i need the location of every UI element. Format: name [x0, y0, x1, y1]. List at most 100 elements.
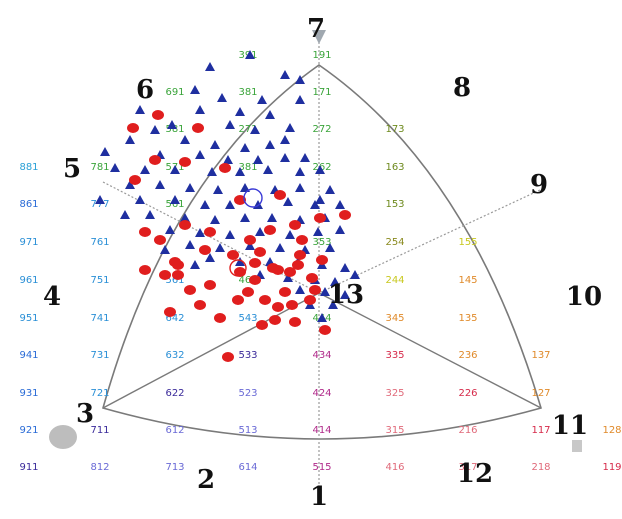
grid-code: 173	[385, 124, 404, 135]
grid-code: 244	[385, 275, 404, 286]
triangle-marker	[245, 50, 255, 59]
region-label: 3	[76, 399, 94, 429]
spoke-left	[102, 292, 320, 409]
triangle-marker	[217, 93, 227, 102]
circle-marker	[184, 285, 196, 295]
circle-marker	[316, 255, 328, 265]
grid-code: 236	[458, 350, 477, 361]
grid-code: 642	[165, 313, 184, 324]
circle-marker	[139, 265, 151, 275]
gray-blob-left	[49, 425, 77, 449]
triangle-marker	[125, 135, 135, 144]
grid-code: 731	[90, 350, 109, 361]
triangle-marker	[310, 200, 320, 209]
triangle-marker	[280, 70, 290, 79]
triangle-marker	[165, 225, 175, 234]
triangle-marker	[200, 200, 210, 209]
highlight-ring-red	[229, 259, 247, 277]
circle-marker	[289, 317, 301, 327]
region-label: 11	[552, 411, 588, 441]
grid-code: 911	[19, 462, 38, 473]
grid-code: 751	[90, 275, 109, 286]
circle-marker	[199, 245, 211, 255]
grid-code: 561	[165, 199, 184, 210]
circle-marker	[172, 270, 184, 280]
triangle-marker	[170, 195, 180, 204]
circle-marker	[249, 275, 261, 285]
triangle-marker	[295, 183, 305, 192]
circle-marker	[309, 285, 321, 295]
circle-marker	[222, 352, 234, 362]
triangle-marker	[245, 241, 255, 250]
circle-marker	[169, 257, 181, 267]
triangle-marker	[240, 143, 250, 152]
grid-code: 325	[385, 388, 404, 399]
triangle-marker	[295, 95, 305, 104]
triangle-marker	[267, 213, 277, 222]
triangle-marker	[317, 313, 327, 322]
triangle-marker	[295, 167, 305, 176]
grid-code: 961	[19, 275, 38, 286]
grid-code: 119	[602, 462, 621, 473]
grid-code: 117	[531, 425, 550, 436]
triangle-marker	[330, 277, 340, 286]
triangle-marker	[95, 195, 105, 204]
triangle-marker	[100, 147, 110, 156]
grid-code: 381	[238, 87, 257, 98]
region-label: 4	[43, 282, 61, 312]
triangle-marker	[350, 270, 360, 279]
grid-code: 861	[19, 199, 38, 210]
triangle-marker	[275, 243, 285, 252]
circle-marker	[204, 280, 216, 290]
grid-code: 424	[312, 388, 331, 399]
grid-code: 951	[19, 313, 38, 324]
triangle-marker	[140, 165, 150, 174]
region-label: 1	[310, 482, 328, 512]
circle-marker	[249, 258, 261, 268]
triangle-marker	[223, 155, 233, 164]
grid-code: 777	[90, 199, 109, 210]
circle-marker	[139, 227, 151, 237]
circle-marker	[272, 302, 284, 312]
grid-code: 135	[458, 313, 477, 324]
grid-code: 414	[312, 425, 331, 436]
triangle-marker	[340, 290, 350, 299]
triangle-marker	[280, 153, 290, 162]
triangle-marker	[170, 165, 180, 174]
circle-marker	[244, 235, 256, 245]
grid-code: 513	[238, 425, 257, 436]
circle-marker	[339, 210, 351, 220]
axis-upper-right	[318, 189, 541, 294]
grid-code: 711	[90, 425, 109, 436]
triangle-marker	[280, 135, 290, 144]
grid-code: 543	[238, 313, 257, 324]
triangle-marker	[125, 180, 135, 189]
grid-code: 416	[385, 462, 404, 473]
triangle-marker	[250, 125, 260, 134]
circle-marker	[194, 300, 206, 310]
grid-code: 128	[602, 425, 621, 436]
triangle-marker	[135, 105, 145, 114]
grid-code: 216	[458, 425, 477, 436]
grid-code: 353	[312, 237, 331, 248]
triangle-marker	[190, 260, 200, 269]
triangle-marker	[335, 225, 345, 234]
triangle-marker	[240, 213, 250, 222]
grid-code: 781	[90, 162, 109, 173]
triangle-marker	[325, 243, 335, 252]
grid-code: 931	[19, 388, 38, 399]
triangle-marker	[315, 165, 325, 174]
grid-code: 921	[19, 425, 38, 436]
circle-marker	[232, 295, 244, 305]
circle-marker	[256, 320, 268, 330]
grid-code: 614	[238, 462, 257, 473]
region-label: 10	[566, 282, 602, 312]
grid-code: 612	[165, 425, 184, 436]
region-label: 2	[197, 465, 215, 495]
grid-code: 581	[165, 124, 184, 135]
region-label: 8	[453, 73, 471, 103]
triangle-marker	[180, 213, 190, 222]
grid-code: 345	[385, 313, 404, 324]
